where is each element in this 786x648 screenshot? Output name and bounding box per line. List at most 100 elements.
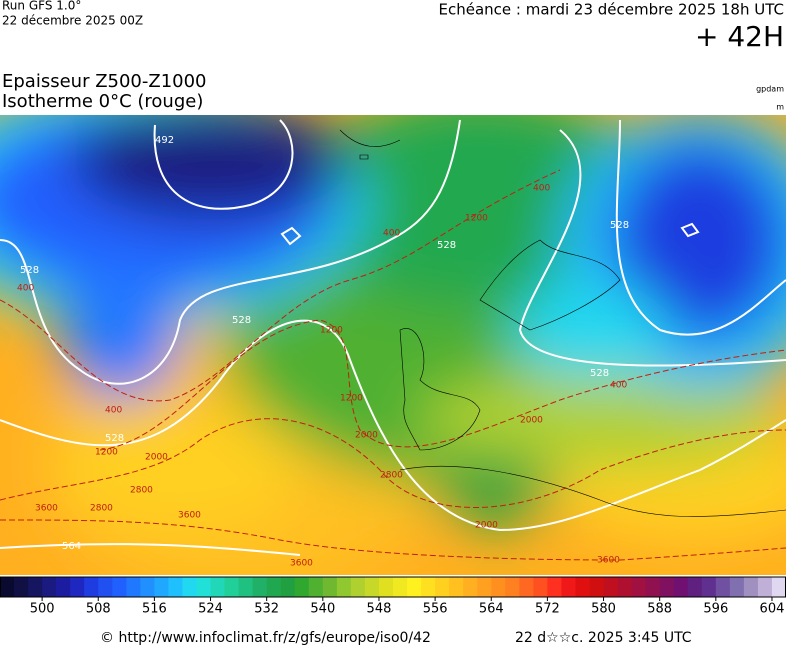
- color-swatch: [364, 577, 380, 597]
- iso0-label: 3600: [178, 511, 201, 521]
- run-date: 22 décembre 2025 00Z: [2, 14, 143, 28]
- color-swatch: [28, 577, 43, 597]
- colorbar-label: 572: [535, 602, 560, 617]
- color-swatch: [575, 577, 590, 597]
- iso0-label: 1200: [340, 394, 363, 404]
- thickness-label: 528: [610, 220, 629, 231]
- colorbar-label: 540: [310, 602, 335, 617]
- color-swatch: [421, 577, 436, 597]
- color-swatch: [617, 577, 633, 597]
- color-swatch: [0, 577, 15, 597]
- iso0-label: 1200: [95, 448, 118, 458]
- color-swatch: [98, 577, 113, 597]
- color-swatch: [533, 577, 548, 597]
- iso0-label: 1200: [465, 214, 488, 224]
- color-swatch: [645, 577, 661, 597]
- color-swatch: [196, 577, 212, 597]
- iso0-label: 3600: [597, 556, 620, 566]
- color-swatch: [547, 577, 562, 597]
- colorbar-label: 596: [703, 602, 728, 617]
- iso0-label: 400: [383, 229, 400, 239]
- iso0-label: 400: [17, 284, 34, 294]
- color-swatch: [140, 577, 155, 597]
- colorbar-label: 524: [198, 602, 223, 617]
- iso0-label: 400: [105, 406, 122, 416]
- color-swatch: [603, 577, 619, 597]
- color-swatch: [168, 577, 183, 597]
- iso0-label: 2800: [380, 471, 403, 481]
- color-swatch: [687, 577, 703, 597]
- color-swatch: [182, 577, 197, 597]
- color-swatch: [407, 577, 422, 597]
- color-swatch: [112, 577, 127, 597]
- iso0-label: 400: [610, 381, 627, 391]
- color-swatch: [449, 577, 464, 597]
- color-swatch: [210, 577, 226, 597]
- color-swatch: [463, 577, 478, 597]
- color-swatch: [350, 577, 366, 597]
- color-swatch: [757, 577, 773, 597]
- thickness-label: 528: [20, 265, 39, 276]
- run: Run GFS 1.0°: [2, 0, 81, 13]
- colorbar-label: 548: [367, 602, 392, 617]
- colorbar-label: 588: [647, 602, 672, 617]
- color-swatch: [70, 577, 85, 597]
- color-swatch: [701, 577, 717, 597]
- color-swatch: [631, 577, 647, 597]
- iso0-label: 3600: [290, 559, 313, 569]
- color-swatch: [561, 577, 576, 597]
- thickness-label: 528: [437, 240, 456, 251]
- color-swatch: [224, 577, 240, 597]
- color-swatch: [393, 577, 408, 597]
- colorbar-label: 516: [142, 602, 167, 617]
- color-swatch: [477, 577, 492, 597]
- color-swatch: [14, 577, 29, 597]
- iso0-label: 3600: [35, 504, 58, 514]
- unit: gpdam: [756, 85, 784, 94]
- color-swatch: [308, 577, 324, 597]
- thickness-label: 528: [232, 315, 251, 326]
- color-swatch: [126, 577, 141, 597]
- unit: m: [776, 103, 784, 112]
- color-swatch: [519, 577, 534, 597]
- iso0-label: 2000: [475, 521, 498, 531]
- color-swatch: [673, 577, 689, 597]
- colorbar: 500 508 516 524 532 540 548 556 564 572 580 588 596 6…: [0, 576, 786, 617]
- thickness-label: 564: [62, 541, 81, 552]
- generated: 22 d☆☆c. 2025 3:45 UTC: [515, 630, 692, 646]
- iso0-labels: 400 400 400 400 400 1200 1200 1200 1200 2000 2000 2…: [17, 184, 627, 569]
- color-swatch: [42, 577, 57, 597]
- color-swatch: [659, 577, 675, 597]
- color-swatch: [505, 577, 520, 597]
- valid-time: Echéance : mardi 23 décembre 2025 18h UT…: [439, 1, 784, 19]
- map-title: Epaisseur Z500-Z1000: [2, 71, 207, 92]
- color-swatch: [715, 577, 731, 597]
- color-swatch: [336, 577, 352, 597]
- thickness-labels: 492 528 528 528 528 528 528 564: [20, 135, 629, 552]
- iso0-label: 1200: [320, 326, 343, 336]
- color-swatch: [154, 577, 169, 597]
- iso0-label: 2000: [145, 453, 168, 463]
- color-swatch: [491, 577, 506, 597]
- iso0-label: 2000: [355, 431, 378, 441]
- iso0-label: 400: [533, 184, 550, 194]
- thickness-label: 492: [155, 135, 174, 146]
- colorbar-label: 580: [591, 602, 616, 617]
- thickness-label: 528: [590, 368, 609, 379]
- color-swatch: [252, 577, 268, 597]
- color-swatch: [378, 577, 394, 597]
- colorbar-label: 604: [760, 602, 785, 617]
- color-swatch: [266, 577, 282, 597]
- color-swatch: [322, 577, 338, 597]
- colorbar-label: 564: [479, 602, 504, 617]
- colorbar-label: 508: [86, 602, 111, 617]
- lead-time: + 42H: [695, 20, 784, 53]
- color-swatch: [729, 577, 745, 597]
- iso0-label: 2000: [520, 416, 543, 426]
- color-swatch: [238, 577, 254, 597]
- colorbar-label: 500: [30, 602, 55, 617]
- color-swatch: [280, 577, 296, 597]
- map-subtitle: Isotherme 0°C (rouge): [2, 91, 203, 112]
